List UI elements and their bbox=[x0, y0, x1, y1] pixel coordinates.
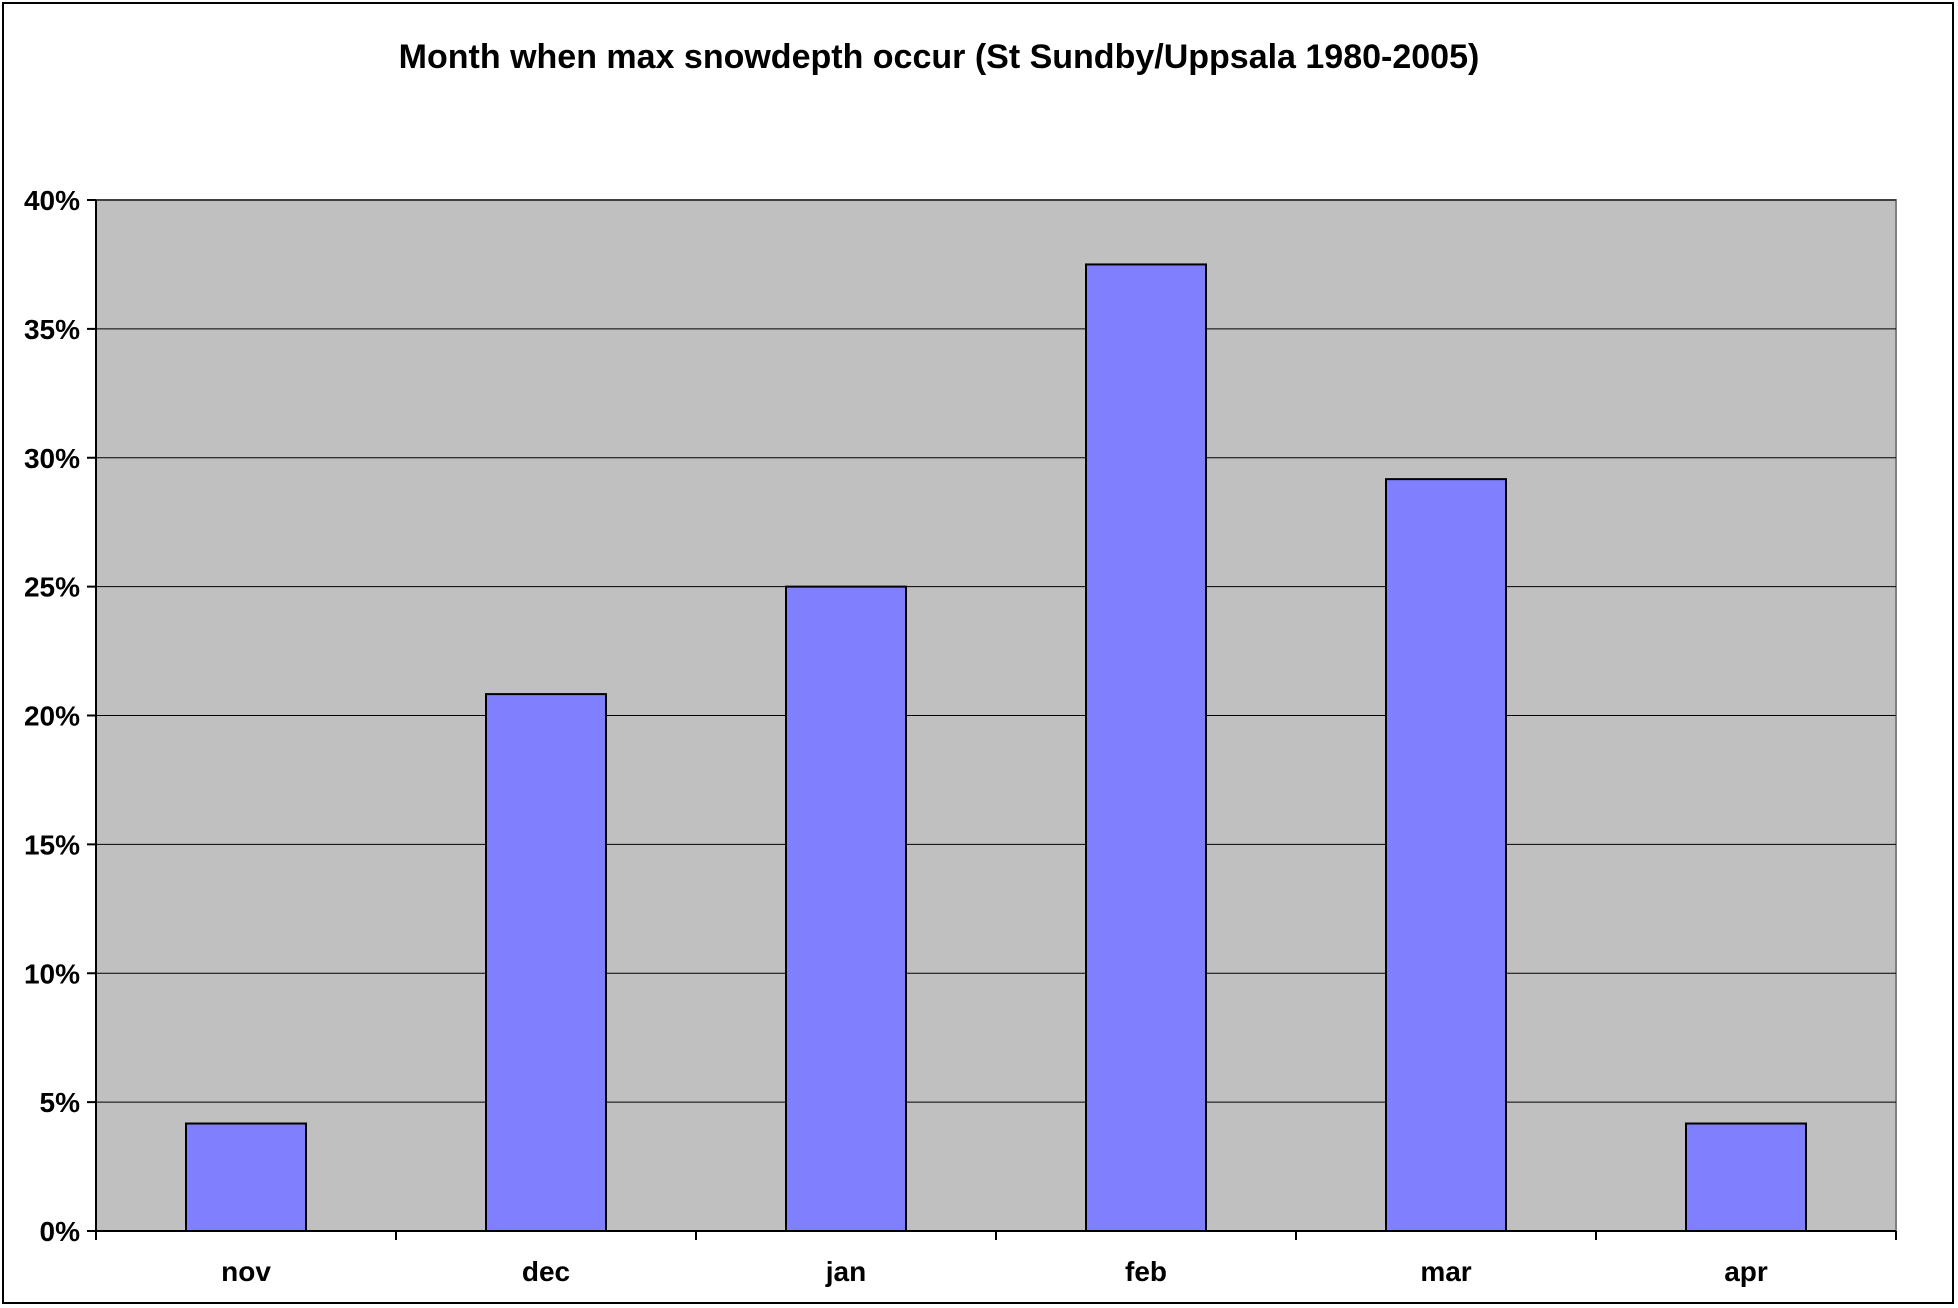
bar-mar bbox=[1385, 478, 1507, 1232]
chart-svg: 0% 5% 10% 15% 20% 25% 30% 35% 40% nov dec jan feb mar… bbox=[24, 185, 1897, 1287]
y-tick-label: 30% bbox=[24, 443, 80, 474]
y-tick-label: 40% bbox=[24, 185, 80, 216]
bar-jan bbox=[785, 585, 907, 1232]
y-tick-label: 15% bbox=[24, 829, 80, 860]
bar-apr bbox=[1685, 1122, 1807, 1233]
y-tick-label: 25% bbox=[24, 572, 80, 603]
x-tick-label: apr bbox=[1724, 1256, 1768, 1287]
y-tick-label: 5% bbox=[40, 1087, 81, 1118]
x-tick-label: mar bbox=[1420, 1256, 1471, 1287]
x-tick-label: nov bbox=[221, 1256, 271, 1287]
y-tick-label: 35% bbox=[24, 314, 80, 345]
chart-title: Month when max snowdepth occur (St Sundb… bbox=[398, 38, 1480, 76]
bar-feb bbox=[1085, 263, 1207, 1232]
x-tick-label: dec bbox=[522, 1256, 570, 1287]
y-tick-label: 0% bbox=[40, 1216, 81, 1247]
y-tick-label: 10% bbox=[24, 958, 80, 989]
x-tick-label: feb bbox=[1125, 1256, 1167, 1287]
bar-dec bbox=[485, 693, 607, 1232]
x-tick-label: jan bbox=[825, 1256, 866, 1287]
y-tick-label: 20% bbox=[24, 701, 80, 732]
bar-nov bbox=[185, 1122, 307, 1233]
